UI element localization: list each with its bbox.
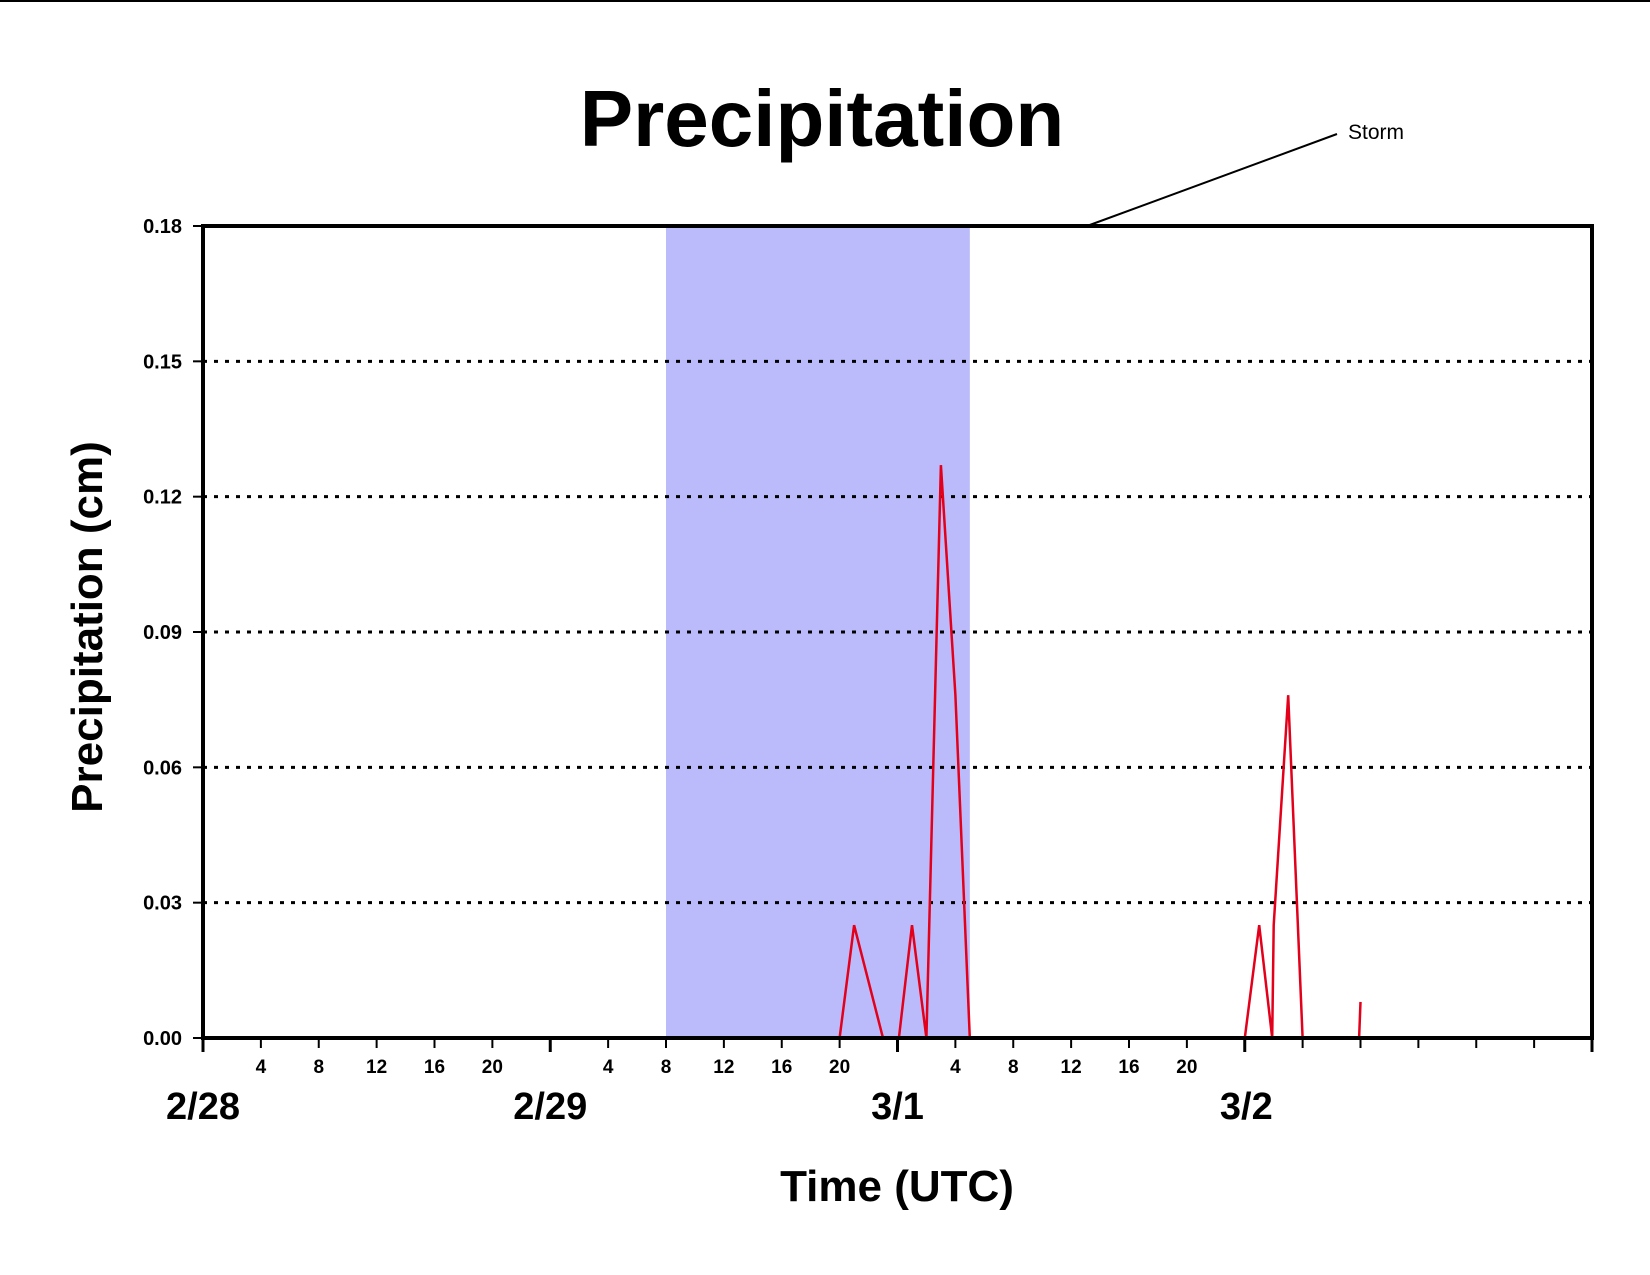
x-hour-label: 16	[424, 1057, 445, 1078]
storm-callout-line	[1086, 133, 1338, 227]
x-hour-label: 8	[661, 1057, 672, 1078]
x-date-label: 3/1	[871, 1086, 924, 1128]
y-tick-label: 0.06	[143, 757, 182, 779]
x-date-label: 2/29	[513, 1086, 587, 1128]
x-hour-label: 16	[1118, 1057, 1139, 1078]
x-hour-label: 8	[313, 1057, 324, 1078]
x-hour-label: 12	[713, 1057, 734, 1078]
x-hour-label: 16	[771, 1057, 792, 1078]
x-hour-label: 4	[603, 1057, 614, 1078]
x-date-label: 3/2	[1220, 1086, 1273, 1128]
y-tick-label: 0.09	[143, 622, 182, 644]
x-hour-label: 20	[829, 1057, 850, 1078]
x-date-label: 2/28	[166, 1086, 240, 1128]
x-hour-label: 20	[1176, 1057, 1197, 1078]
y-tick-label: 0.18	[143, 216, 182, 238]
storm-label: Storm	[1348, 121, 1404, 144]
y-tick-label: 0.00	[143, 1028, 182, 1050]
y-tick-label: 0.03	[143, 893, 182, 915]
y-axis-label: Precipitation (cm)	[63, 441, 112, 813]
x-hour-label: 20	[482, 1057, 503, 1078]
chart-title: Precipitation	[580, 74, 1065, 163]
x-hour-label: 4	[256, 1057, 267, 1078]
top-rule	[0, 0, 1650, 2]
x-hour-label: 12	[366, 1057, 387, 1078]
y-tick-label: 0.15	[143, 351, 182, 373]
y-tick-label: 0.12	[143, 487, 182, 509]
x-hour-label: 4	[950, 1057, 961, 1078]
x-hour-label: 8	[1008, 1057, 1019, 1078]
x-axis-label: Time (UTC)	[780, 1162, 1014, 1211]
x-hour-label: 12	[1061, 1057, 1082, 1078]
